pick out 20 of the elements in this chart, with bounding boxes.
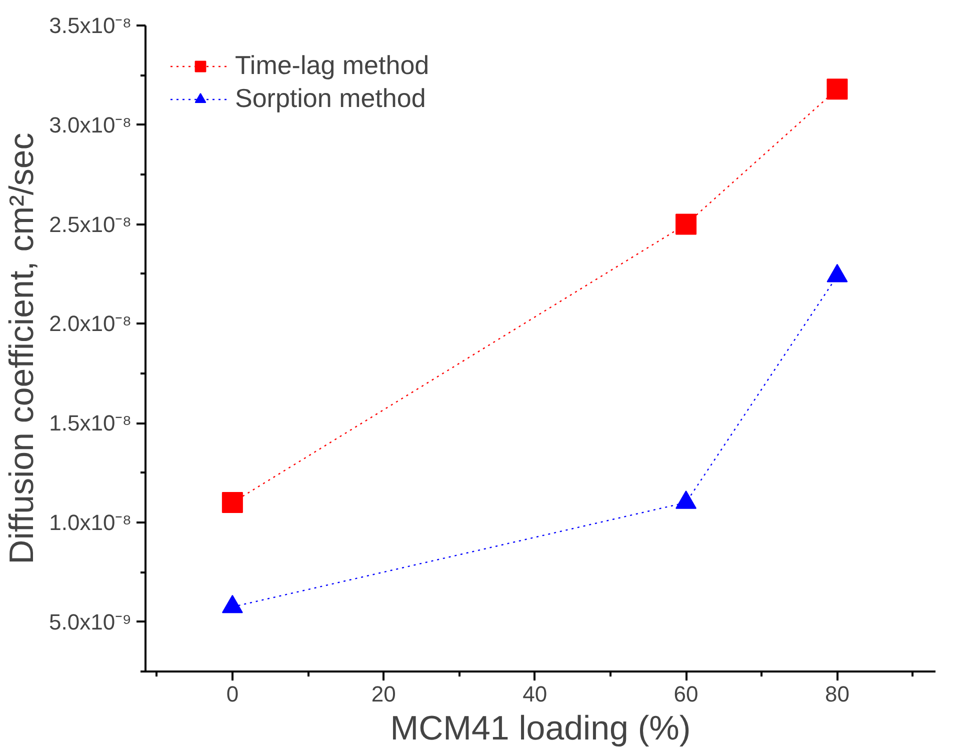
y-tick-label: 3.0x10⁻⁸	[49, 112, 132, 138]
y-tick-label: 1.5x10⁻⁸	[49, 410, 132, 436]
x-tick-label: 20	[371, 682, 396, 706]
legend-label: Time-lag method	[235, 50, 430, 81]
point	[676, 490, 697, 509]
y-tick-label: 2.0x10⁻⁸	[49, 311, 132, 336]
point	[222, 594, 243, 614]
x-axis-title: MCM41 loading (%)	[390, 710, 691, 748]
y-tick-label: 2.5x10⁻⁸	[49, 212, 132, 237]
x-tick-label: 0	[226, 682, 239, 706]
point	[826, 78, 848, 100]
y-tick-label: 5.0x10⁻⁹	[49, 609, 132, 634]
x-tick-label: 60	[674, 682, 698, 706]
x-tick-label: 80	[824, 682, 850, 706]
y-tick-label: 3.5x10⁻⁸	[49, 13, 132, 38]
y-tick-label: 1.0x10⁻⁸	[49, 510, 132, 535]
y-axis-title: Diffusion coefficient, cm²/sec	[3, 132, 42, 564]
legend-label: Sorption method	[235, 83, 426, 114]
x-tick-label: 40	[522, 682, 548, 706]
point	[676, 214, 697, 235]
